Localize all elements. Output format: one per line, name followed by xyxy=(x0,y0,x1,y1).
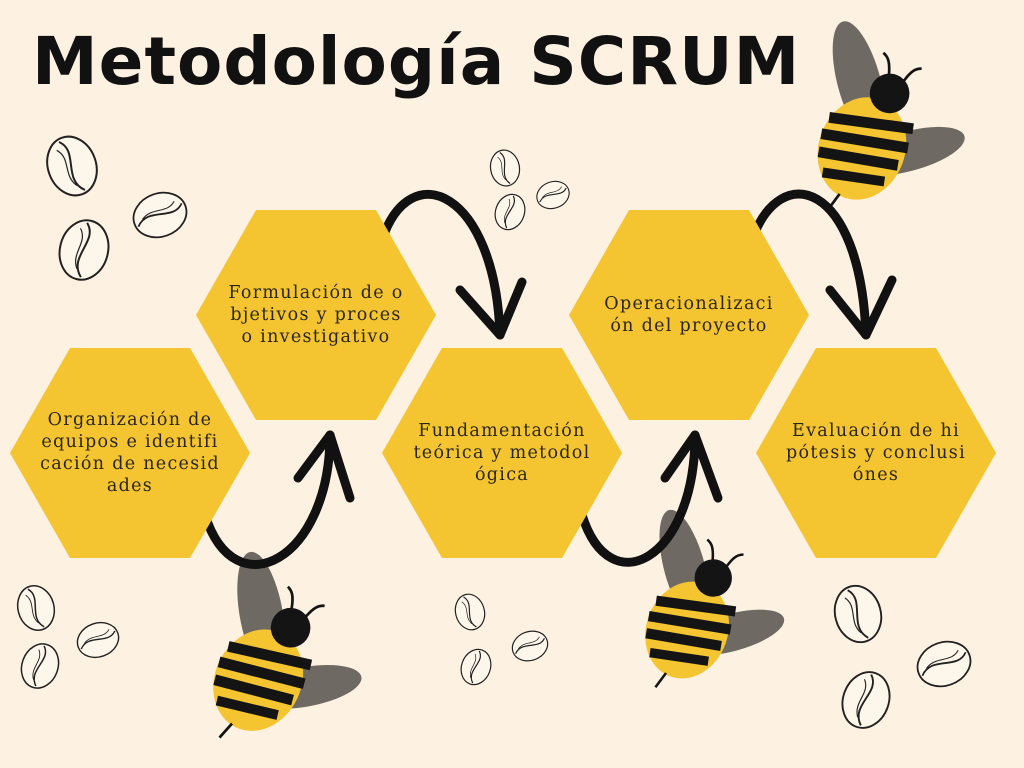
curved-arrow-icon xyxy=(577,430,723,567)
step-hexagon-1: Organización de equipos e identificación… xyxy=(10,348,250,558)
step-label: Formulación de objetivos y proceso inves… xyxy=(228,283,404,347)
coffee-bean-icon xyxy=(12,580,125,695)
curved-arrow-icon xyxy=(747,189,897,340)
step-label: Fundamentación teórica y metodológica xyxy=(413,421,591,485)
bee-icon xyxy=(595,493,820,724)
coffee-bean-icon xyxy=(450,590,553,690)
step-hexagon-5: Evaluación de hipótesis y conclusiónes xyxy=(756,348,996,558)
coffee-bean-icon xyxy=(487,147,574,235)
step-label: Evaluación de hipótesis y conclusiónes xyxy=(786,421,966,485)
page-title: Metodología SCRUM xyxy=(32,23,801,100)
coffee-bean-icon xyxy=(38,128,194,287)
step-label: Operacionalización del proyecto xyxy=(604,294,774,336)
bee-icon xyxy=(764,4,1002,248)
bee-icon xyxy=(158,533,405,768)
step-hexagon-2: Formulación de objetivos y proceso inves… xyxy=(196,210,436,420)
step-label: Organización de equipos e identificación… xyxy=(40,410,220,496)
curved-arrow-icon xyxy=(377,189,527,340)
curved-arrow-icon xyxy=(200,430,355,569)
coffee-bean-icon xyxy=(827,579,978,736)
step-hexagon-4: Operacionalización del proyecto xyxy=(569,210,809,420)
step-hexagon-3: Fundamentación teórica y metodológica xyxy=(382,348,622,558)
